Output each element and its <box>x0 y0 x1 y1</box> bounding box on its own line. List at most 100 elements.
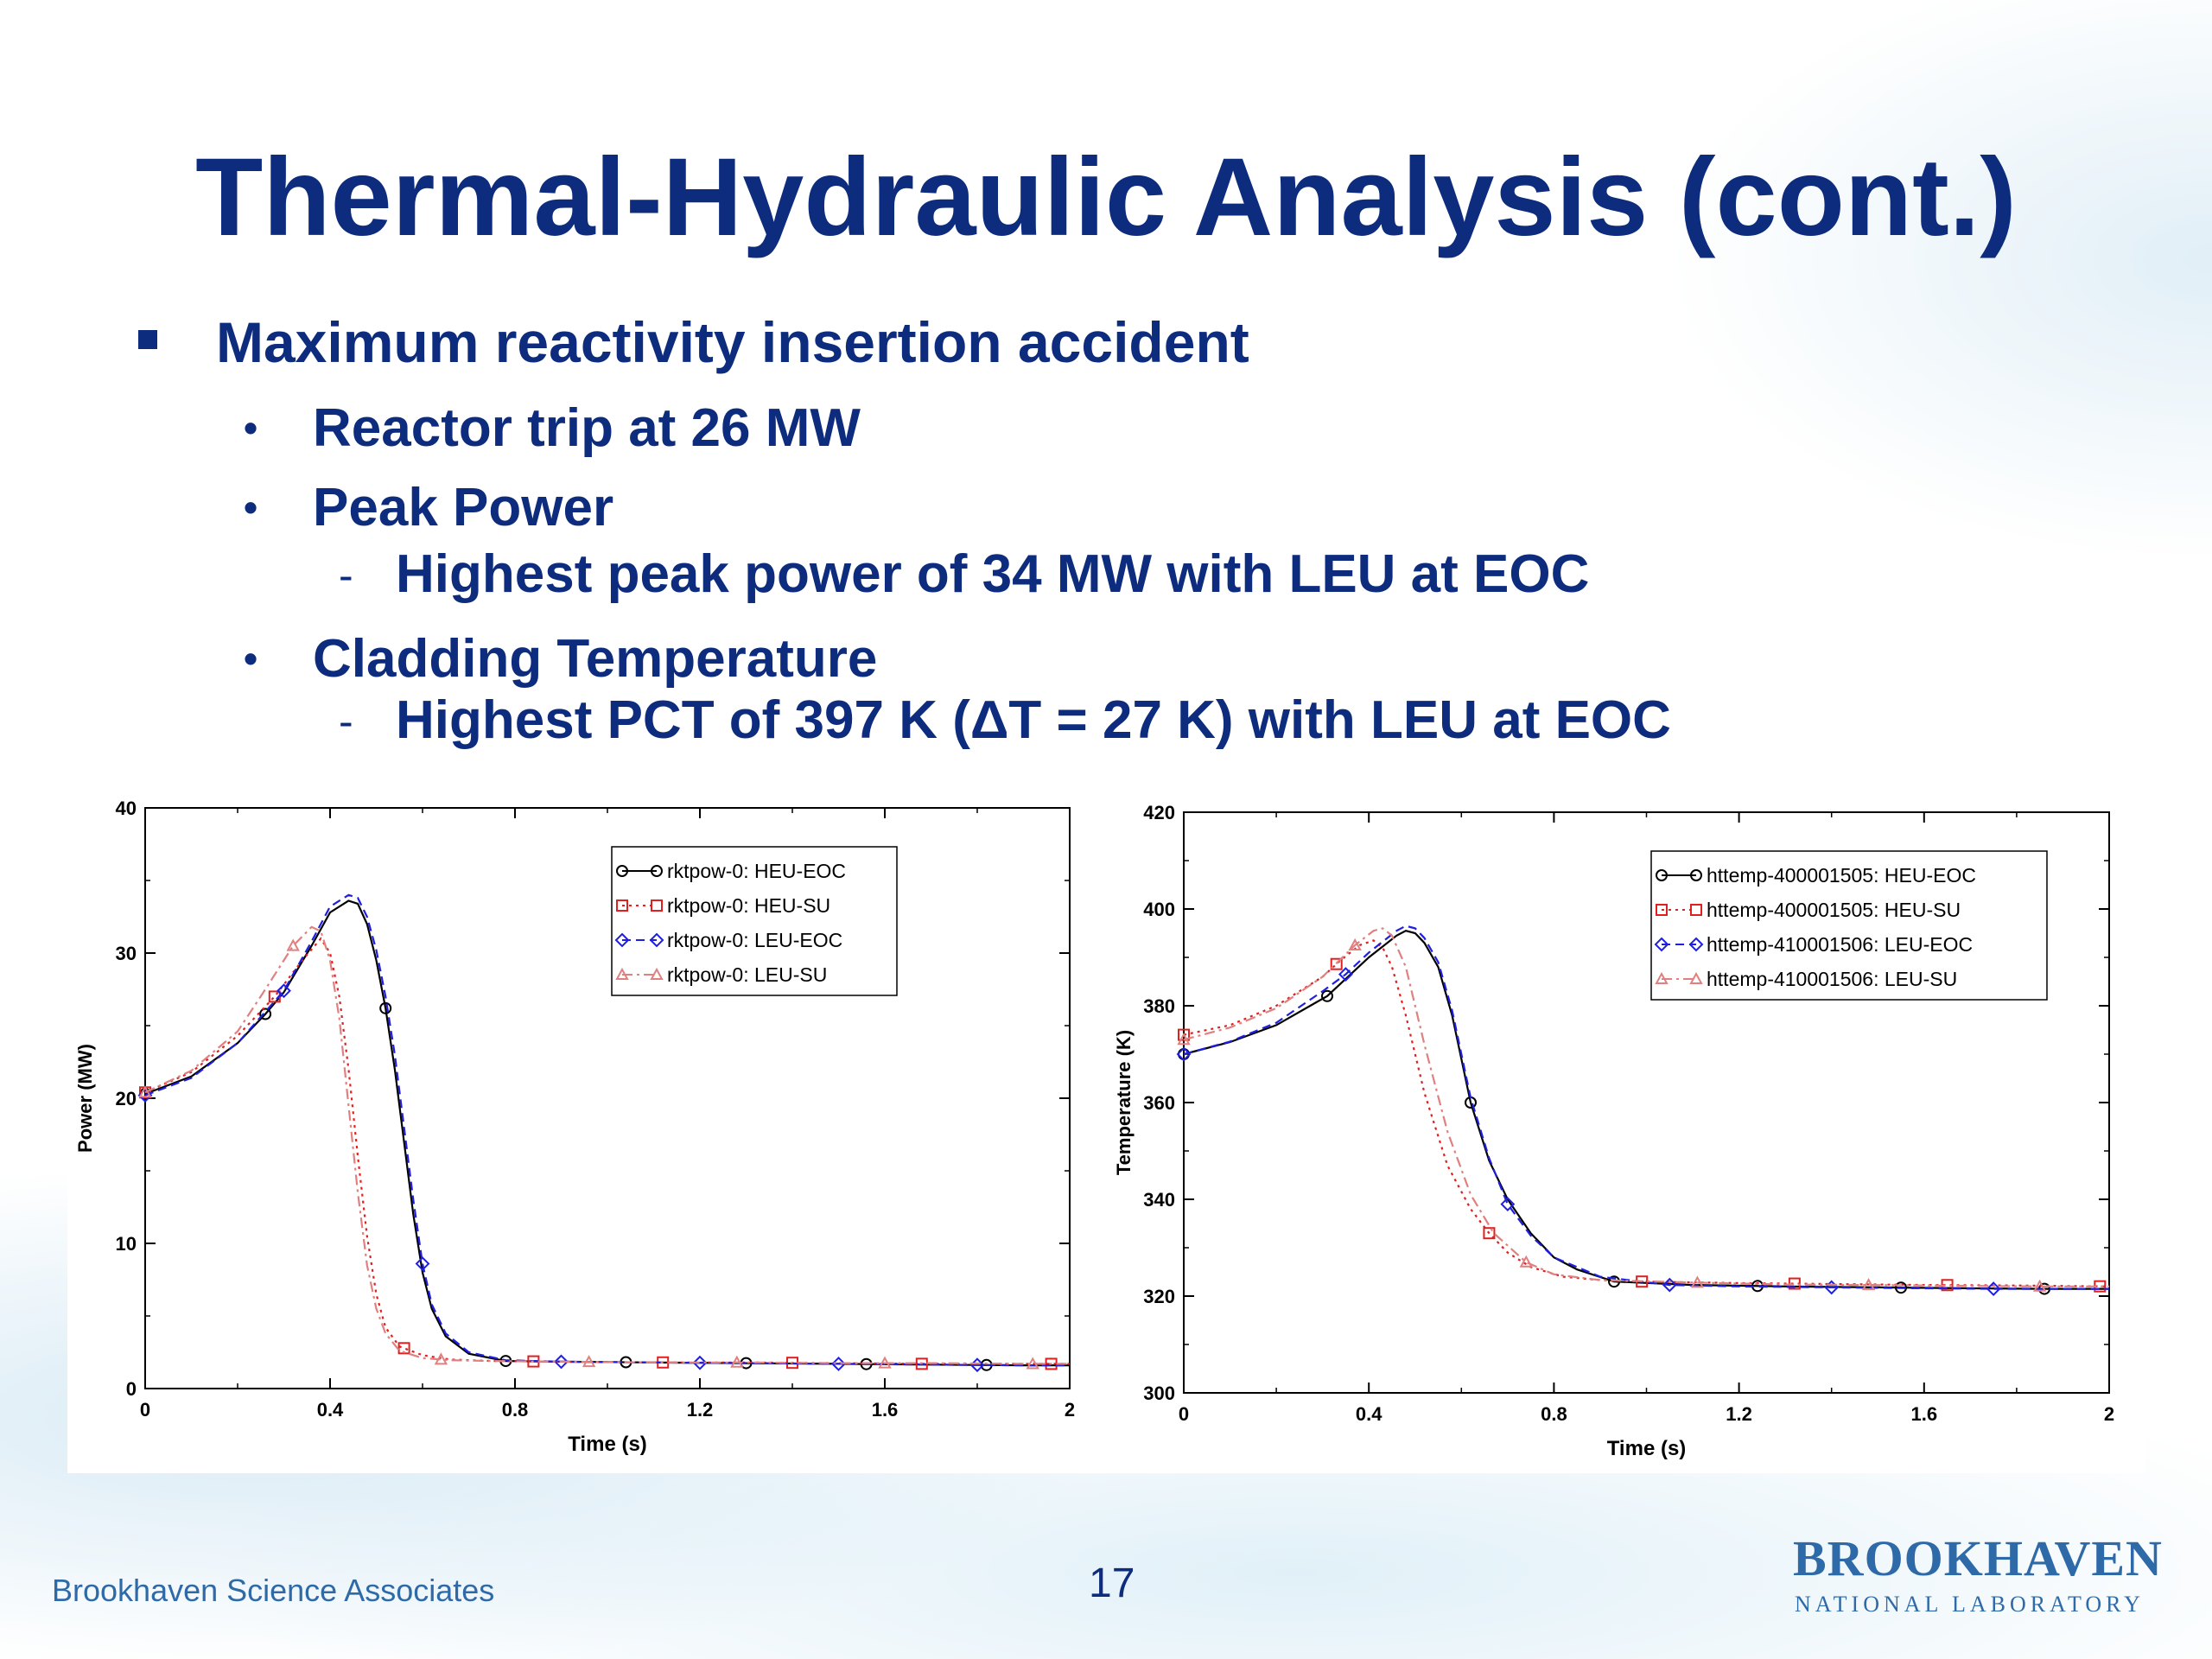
bullet-reactor-trip: Reactor trip at 26 MW <box>313 398 861 458</box>
bullet-max-reactivity: Maximum reactivity insertion accident <box>216 310 1249 374</box>
dash-bullet-icon: - <box>339 551 353 600</box>
triangle-marker <box>2032 1279 2047 1292</box>
square-marker <box>1178 1028 1190 1041</box>
circle-marker <box>616 865 628 877</box>
dot-bullet-icon: • <box>244 485 258 530</box>
y-tick-label: 400 <box>1143 899 1175 920</box>
square-bullet-icon <box>138 330 157 349</box>
legend-label: httemp-410001506: LEU-SU <box>1707 968 1957 990</box>
x-tick-label: 2 <box>1065 1399 1075 1421</box>
y-axis-label: Power (MW) <box>74 1044 96 1153</box>
y-tick-label: 320 <box>1143 1286 1175 1307</box>
x-tick-label: 0 <box>1179 1403 1189 1425</box>
triangle-marker <box>286 938 300 951</box>
triangle-marker <box>878 1356 892 1369</box>
triangle-marker <box>1690 1275 1705 1288</box>
square-marker <box>1656 904 1668 916</box>
series-line <box>144 899 1070 1367</box>
bullet-highest-pct: Highest PCT of 397 K (ΔT = 27 K) with LE… <box>396 690 1671 750</box>
triangle-marker <box>1689 971 1703 984</box>
legend-box <box>611 846 898 996</box>
bullet-cladding-temperature: Cladding Temperature <box>313 629 878 689</box>
temperature-chart: 0 0.4 0.8 1.2 1.6 2 300 320 340 360 380 400 420 Time … <box>1113 802 2114 1460</box>
x-tick-label: 0.4 <box>1356 1403 1382 1425</box>
legend-label: rktpow-0: LEU-EOC <box>667 929 842 951</box>
brookhaven-logo: BROOKHAVEN NATIONAL LABORATORY <box>1793 1529 2164 1624</box>
y-tick-label: 0 <box>126 1378 137 1400</box>
dash-bullet-icon: - <box>339 697 353 746</box>
square-marker <box>1483 1227 1496 1240</box>
square-marker <box>1690 904 1702 916</box>
triangle-marker <box>138 1085 152 1098</box>
triangle-marker <box>1026 1357 1039 1370</box>
triangle-marker <box>1655 971 1669 984</box>
triangle-marker <box>1348 938 1362 950</box>
y-tick-label: 10 <box>116 1233 137 1255</box>
y-tick-label: 40 <box>116 798 137 819</box>
bullet-highest-peak-power: Highest peak power of 34 MW with LEU at … <box>396 544 1590 604</box>
x-tick-label: 0.4 <box>317 1399 344 1421</box>
legend-label: httemp-400001505: HEU-EOC <box>1707 864 1976 887</box>
x-tick-label: 0.8 <box>1541 1403 1567 1425</box>
x-tick-label: 0 <box>140 1399 150 1421</box>
x-tick-label: 1.2 <box>687 1399 714 1421</box>
square-marker <box>616 899 628 912</box>
circle-marker <box>259 1007 272 1020</box>
diamond-marker <box>276 983 291 999</box>
triangle-marker <box>1861 1278 1876 1291</box>
x-tick-label: 1.6 <box>872 1399 899 1421</box>
bullet-peak-power: Peak Power <box>313 478 614 537</box>
x-tick-label: 0.8 <box>502 1399 529 1421</box>
series-line <box>144 937 1070 1365</box>
triangle-marker <box>582 1355 596 1368</box>
diamond-marker <box>692 1355 708 1370</box>
series-line <box>144 893 1070 1367</box>
diamond-marker <box>554 1354 569 1370</box>
triangle-marker <box>650 967 664 980</box>
square-marker <box>1045 1357 1058 1370</box>
y-tick-label: 30 <box>116 943 137 964</box>
dot-bullet-icon: • <box>244 405 258 450</box>
page-number: 17 <box>1089 1560 1135 1606</box>
diamond-marker <box>1338 967 1353 982</box>
diamond-marker <box>1654 937 1669 952</box>
y-tick-label: 360 <box>1143 1092 1175 1114</box>
circle-marker <box>1690 869 1702 881</box>
x-tick-label: 2 <box>2104 1403 2114 1425</box>
triangle-marker <box>615 967 629 980</box>
legend-label: rktpow-0: HEU-SU <box>667 894 830 917</box>
bullet-list: Maximum reactivity insertion accident • … <box>0 0 2212 778</box>
legend-label: rktpow-0: LEU-SU <box>667 963 827 986</box>
footer-organization: Brookhaven Science Associates <box>52 1573 495 1608</box>
series-line <box>1183 927 2109 1287</box>
y-tick-label: 380 <box>1143 995 1175 1017</box>
legend-label: httemp-410001506: LEU-EOC <box>1707 933 1973 956</box>
diamond-marker <box>1176 1046 1192 1062</box>
y-tick-label: 420 <box>1143 802 1175 823</box>
series-line <box>144 925 1070 1365</box>
circle-marker <box>651 865 663 877</box>
slide-title: Thermal-Hydraulic Analysis (cont.) <box>195 136 2017 259</box>
diamond-marker <box>1688 937 1704 952</box>
diamond-marker <box>649 932 664 948</box>
y-axis-label: Temperature (K) <box>1113 1030 1135 1175</box>
y-tick-label: 340 <box>1143 1189 1175 1211</box>
square-marker <box>651 899 663 912</box>
triangle-marker <box>1519 1255 1533 1268</box>
plot-frame <box>144 807 1071 1389</box>
square-marker <box>1330 957 1343 970</box>
chart-panel: 0 0.4 0.8 1.2 1.6 2 0 10 20 30 40 Time (s) Power (MW… <box>67 786 2145 1473</box>
y-tick-label: 20 <box>116 1088 137 1109</box>
logo-subtitle: NATIONAL LABORATORY <box>1795 1592 2145 1617</box>
diamond-marker <box>614 932 630 948</box>
x-tick-label: 1.2 <box>1726 1403 1752 1425</box>
logo-wordmark: BROOKHAVEN <box>1793 1530 2163 1586</box>
triangle-marker <box>730 1355 744 1368</box>
diamond-marker <box>415 1256 430 1271</box>
circle-marker <box>1321 989 1334 1002</box>
diamond-marker <box>1986 1281 2001 1297</box>
square-marker <box>397 1342 410 1355</box>
diamond-marker <box>831 1357 846 1371</box>
circle-marker <box>1895 1281 1908 1294</box>
legend-label: httemp-400001505: HEU-SU <box>1707 899 1961 921</box>
